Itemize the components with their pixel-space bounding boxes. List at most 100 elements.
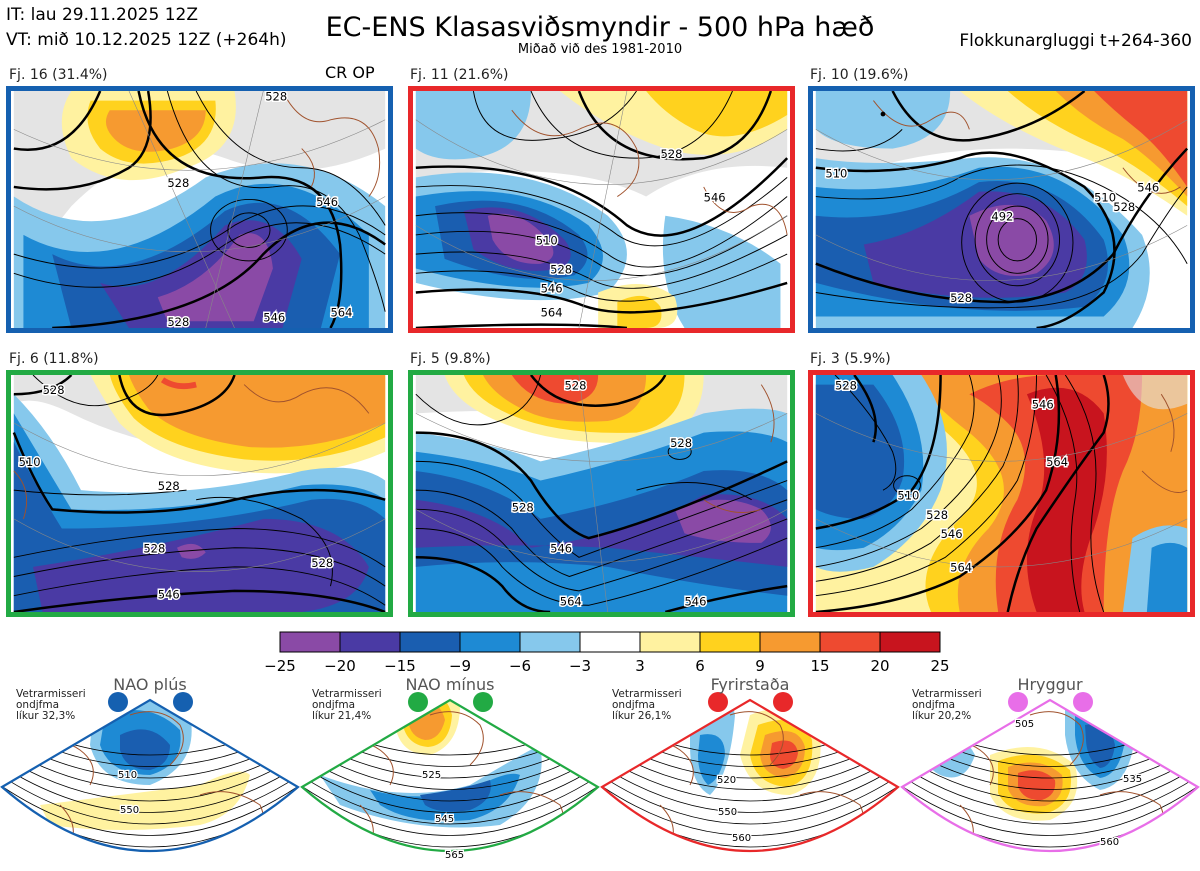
colorbar-swatch [339, 631, 401, 653]
height-contour [302, 764, 598, 813]
height-contour [902, 764, 1198, 813]
contour-label: 528 [835, 378, 857, 392]
panel-label: Fj. 11 (21.6%) [410, 67, 509, 83]
regime-contour-label: 525 [422, 770, 441, 781]
height-contour [2, 784, 298, 836]
anomaly-shading [120, 729, 170, 770]
contour-label: 528 [158, 479, 180, 493]
regime-indicator-dot [1073, 692, 1093, 712]
contour-label: 546 [1032, 398, 1054, 412]
regime-indicator-dot [473, 692, 493, 712]
contour-label: 546 [550, 542, 572, 556]
regime-note-line: ondjfma [912, 699, 956, 711]
regime-note-line: ondjfma [16, 699, 60, 711]
colorbar-tick-label: 3 [635, 657, 645, 675]
colorbar-swatch [819, 631, 881, 653]
regime-note-line: Vetrarmisseri [312, 688, 382, 700]
colorbar-tick-label: −3 [569, 657, 591, 675]
contour-label: 564 [1046, 455, 1068, 469]
regime-contour-label: 510 [118, 770, 137, 781]
regime-contour-label: 520 [717, 775, 736, 786]
cluster-map-panel: 528 546 510 528 546 564 564 [808, 370, 1195, 617]
colorbar-swatch [279, 631, 341, 653]
contour-label: 546 [541, 281, 563, 295]
contour-label: 492 [991, 210, 1013, 224]
anomaly-shading [770, 740, 798, 769]
height-contour [602, 754, 898, 802]
contour-label: 528 [926, 508, 948, 522]
contour-label: 546 [158, 588, 180, 602]
regime-note: Vetrarmisseri ondjfma líkur 26,1% [612, 689, 682, 722]
height-contour [602, 784, 898, 836]
height-contour [902, 754, 1198, 802]
colorbar-tick-label: 15 [810, 657, 829, 675]
regime-reference-map: Vetrarmisseri ondjfma líkur 26,1% 520 550 560… [600, 675, 900, 871]
height-contour [2, 754, 298, 802]
cluster-map-svg: 528 546 510 528 546 564 564 [815, 375, 1188, 612]
panel-label: Fj. 10 (19.6%) [810, 67, 909, 83]
regime-reference-map: Vetrarmisseri ondjfma líkur 20,2% 505 535 560… [900, 675, 1200, 871]
contour-label: 546 [316, 195, 338, 209]
regime-note: Vetrarmisseri ondjfma líkur 21,4% [312, 689, 382, 722]
contour-label: 528 [311, 556, 333, 570]
panel-label: Fj. 5 (9.8%) [410, 351, 491, 367]
regime-note-line: Vetrarmisseri [16, 688, 86, 700]
regime-indicator-dot [1008, 692, 1028, 712]
cluster-map-panel: 528 510 528 528 528 546 [6, 370, 393, 617]
coastline [39, 711, 264, 846]
contour-label: 564 [330, 305, 352, 319]
regime-indicator-dot [408, 692, 428, 712]
panel-label: Fj. 6 (11.8%) [9, 351, 99, 367]
regime-note-line: líkur 21,4% [312, 710, 372, 722]
page-title: EC-ENS Klasasviðsmyndir - 500 hPa hæð [325, 12, 875, 43]
regime-reference-row: Vetrarmisseri ondjfma líkur 32,3% 510 550 NAO… [0, 675, 1200, 871]
height-contour [602, 774, 898, 825]
contour-label: 564 [950, 561, 972, 575]
coastline [939, 711, 1164, 846]
colorbar-tick-label: 9 [755, 657, 765, 675]
contour-label: 546 [1137, 181, 1159, 195]
colorbar-swatch [579, 631, 641, 653]
regime-fan-border [600, 698, 900, 852]
anomaly-shading [1085, 724, 1115, 768]
regime-indicator-dot [108, 692, 128, 712]
height-contour [2, 774, 298, 825]
regime-note: Vetrarmisseri ondjfma líkur 20,2% [912, 689, 982, 722]
contour-label: 564 [541, 305, 563, 319]
colorbar-swatch [759, 631, 821, 653]
contour-label: 510 [536, 234, 558, 248]
regime-note: Vetrarmisseri ondjfma líkur 32,3% [16, 689, 86, 722]
regime-indicator-dot [173, 692, 193, 712]
page-subtitle: Miðað við des 1981-2010 [517, 42, 683, 57]
contour-label: 528 [143, 542, 165, 556]
regime-contour-label: 550 [120, 805, 139, 816]
regime-note-line: líkur 26,1% [612, 710, 672, 722]
height-contour [302, 754, 598, 802]
regime-fan-map: 520 550 560 [600, 692, 900, 852]
regime-name: NAO plús [113, 675, 187, 694]
contour-label: 528 [43, 383, 65, 397]
contour-label: 510 [825, 166, 847, 180]
colorbar-legend: −25 −20 −15 −9 −6 −3 3 6 9 15 20 25 [264, 631, 950, 675]
regime-note-line: Vetrarmisseri [612, 688, 682, 700]
colorbar-tick-label: −20 [324, 657, 356, 675]
height-contour [302, 784, 598, 836]
colorbar-tick-label: −6 [509, 657, 531, 675]
op-tag: CR OP [325, 63, 375, 82]
regime-contour-label: 505 [1015, 719, 1034, 730]
panel-label: Fj. 3 (5.9%) [810, 351, 891, 367]
colorbar-tick-label: −9 [449, 657, 471, 675]
regime-contour-label: 545 [435, 814, 454, 825]
contour-label: 546 [941, 527, 963, 541]
regime-name: Hryggur [1017, 675, 1083, 694]
height-contour [302, 774, 598, 825]
contour-label: 528 [167, 315, 189, 328]
colorbar-tick-label: 25 [930, 657, 949, 675]
regime-note-line: líkur 32,3% [16, 710, 76, 722]
coastline [639, 711, 864, 846]
colorbar-swatch [399, 631, 461, 653]
cluster-map-svg: 528 546 510 528 546 564 [415, 91, 789, 328]
regime-indicator-dot [708, 692, 728, 712]
colorbar-tick-label: 20 [870, 657, 889, 675]
